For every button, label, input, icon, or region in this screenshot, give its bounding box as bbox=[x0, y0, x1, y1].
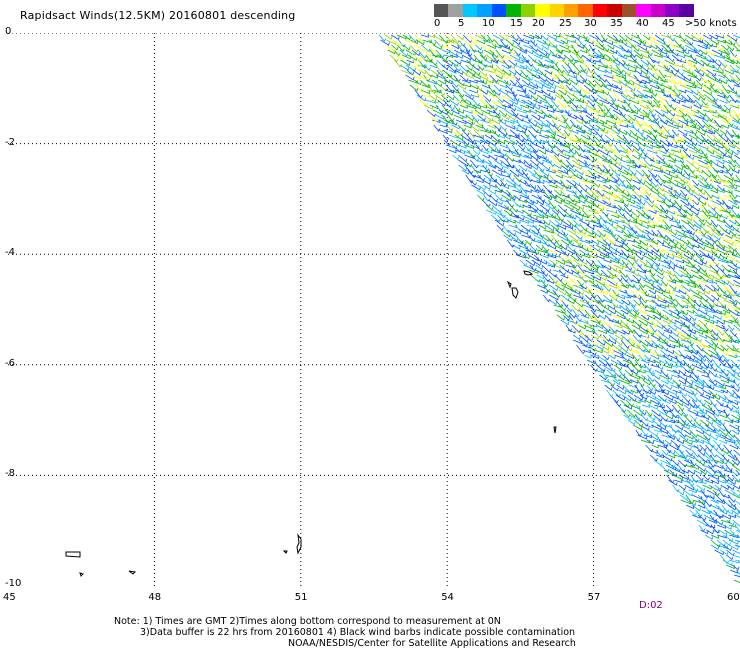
color-scale-bar bbox=[434, 4, 734, 17]
lon-label: 45 bbox=[3, 592, 16, 603]
scale-swatch bbox=[520, 4, 536, 17]
lat-label: 0 bbox=[5, 26, 12, 37]
scale-swatch bbox=[549, 4, 564, 17]
scale-swatch bbox=[636, 4, 651, 17]
island-outline bbox=[65, 551, 81, 558]
scale-label: 20 bbox=[532, 18, 545, 29]
scale-swatch bbox=[434, 4, 449, 17]
scale-label: 45 bbox=[662, 18, 675, 29]
scale-swatch bbox=[535, 4, 550, 17]
island-outline bbox=[296, 533, 302, 555]
lon-label: 51 bbox=[294, 592, 308, 603]
scale-label: >50 knots bbox=[685, 18, 737, 29]
footer-notes: Note: 1) Times are GMT 2)Times along bot… bbox=[114, 616, 576, 649]
island-outline bbox=[79, 572, 84, 577]
island-outlines bbox=[65, 270, 557, 577]
note-line-2: 3)Data buffer is 22 hrs from 20160801 4)… bbox=[140, 627, 576, 638]
lon-label: 54 bbox=[441, 592, 454, 603]
scale-label: 15 bbox=[510, 18, 523, 29]
scale-label: 35 bbox=[610, 18, 623, 29]
lat-label: -2 bbox=[5, 136, 15, 148]
lat-label: -4 bbox=[5, 247, 15, 259]
scale-swatch bbox=[563, 4, 579, 17]
island-outline bbox=[128, 570, 137, 575]
island-outline bbox=[506, 280, 512, 289]
map-title: Rapidsact Winds(12.5KM) 20160801 descend… bbox=[20, 9, 296, 22]
note-line-1: Note: 1) Times are GMT 2)Times along bot… bbox=[114, 616, 501, 627]
scale-swatch bbox=[448, 4, 463, 17]
scale-swatch bbox=[621, 4, 637, 17]
scale-label: 10 bbox=[482, 18, 495, 29]
lat-label: -6 bbox=[5, 357, 15, 369]
wind-barb-group bbox=[385, 34, 740, 358]
lon-label: 60 bbox=[727, 592, 740, 603]
wind-barb-group bbox=[384, 34, 740, 358]
wind-map bbox=[8, 33, 740, 586]
scale-label: 40 bbox=[636, 18, 649, 29]
island-outline bbox=[282, 550, 288, 554]
wind-barb-group bbox=[378, 34, 740, 564]
scale-label: 25 bbox=[559, 18, 572, 29]
lon-label: 57 bbox=[587, 592, 601, 603]
lon-label: 48 bbox=[148, 592, 162, 603]
note-line-3: NOAA/NESDIS/Center for Satellite Applica… bbox=[288, 638, 576, 649]
scale-swatch bbox=[592, 4, 608, 17]
wind-barb-group bbox=[448, 44, 740, 576]
scale-swatch bbox=[665, 4, 680, 17]
island-outline bbox=[511, 287, 519, 299]
time-stamp: D:02 bbox=[639, 600, 663, 611]
scale-swatch bbox=[462, 4, 478, 17]
scale-label: 0 bbox=[434, 18, 441, 29]
wind-speed-color-scale: 0 5 10 15 20 25 30 35 40 45 >50 knots bbox=[434, 4, 737, 34]
lat-label: -8 bbox=[5, 468, 15, 480]
scale-swatch bbox=[506, 4, 521, 17]
island-outline bbox=[553, 426, 557, 434]
scale-label: 30 bbox=[584, 18, 597, 29]
wind-barbs bbox=[378, 33, 740, 584]
scale-swatch bbox=[477, 4, 492, 17]
scale-swatch bbox=[578, 4, 593, 17]
lat-label: -10 bbox=[5, 578, 22, 589]
color-scale-labels: 0 5 10 15 20 25 30 35 40 45 >50 knots bbox=[434, 17, 737, 31]
scale-swatch bbox=[491, 4, 507, 17]
scale-swatch bbox=[650, 4, 665, 17]
scale-swatch bbox=[607, 4, 622, 17]
scale-swatch bbox=[679, 4, 694, 17]
scale-label: 5 bbox=[458, 18, 465, 29]
lat-lon-grid bbox=[8, 33, 740, 586]
wind-barb-group bbox=[387, 33, 740, 584]
island-outline bbox=[523, 270, 534, 276]
